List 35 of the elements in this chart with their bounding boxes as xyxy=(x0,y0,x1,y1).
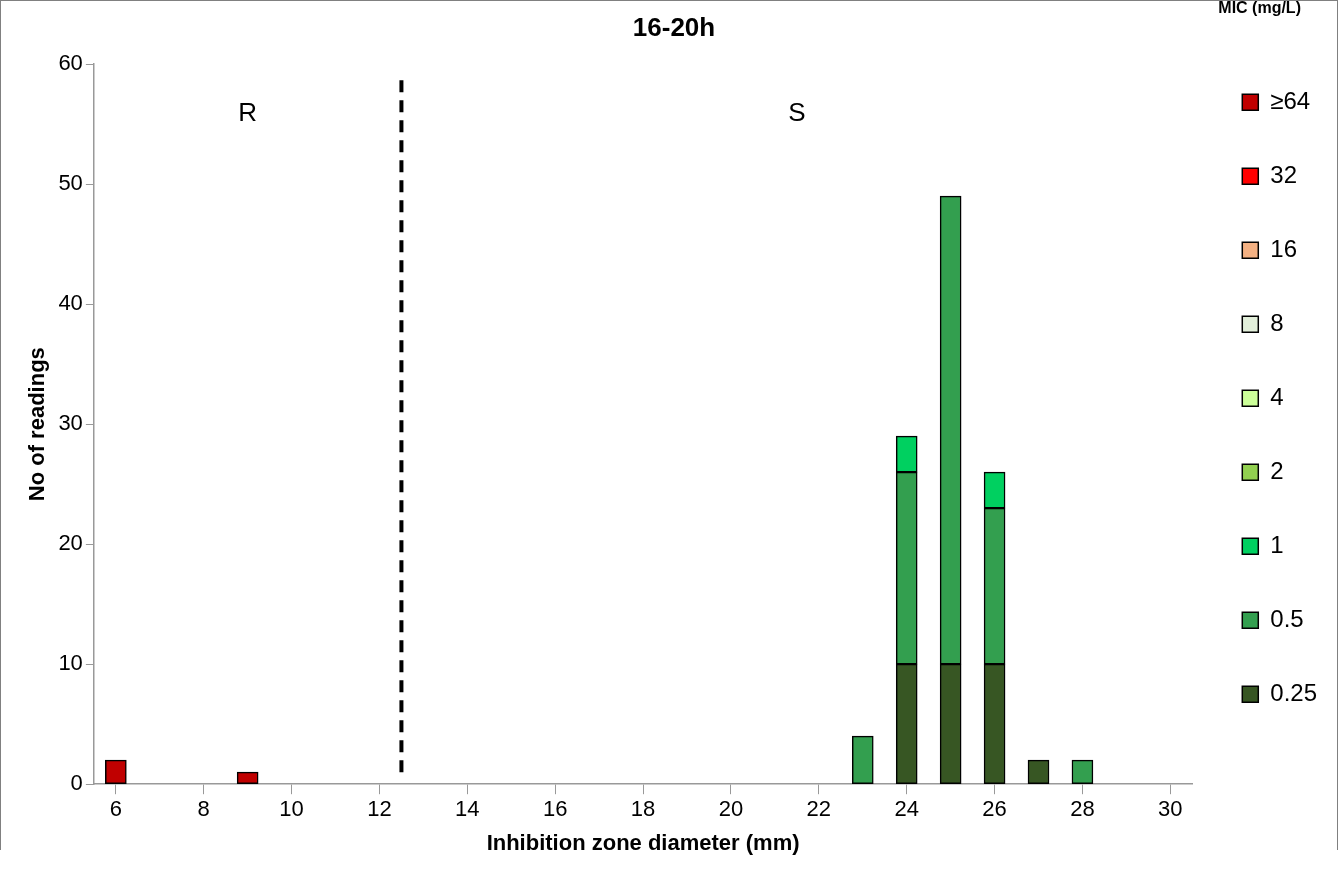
x-tick-label: 14 xyxy=(455,796,480,822)
x-tick-label: 12 xyxy=(367,796,392,822)
x-tick-label: 10 xyxy=(279,796,304,822)
annotation: S xyxy=(788,97,806,128)
chart-title: 16-20h xyxy=(632,11,716,42)
x-tick-label: 20 xyxy=(718,796,744,822)
legend-label: 0.25 xyxy=(1270,678,1318,706)
legend-label: 1 xyxy=(1270,530,1284,558)
y-tick-label: 20 xyxy=(58,530,83,556)
legend-label: 8 xyxy=(1270,308,1284,336)
y-tick-label: 60 xyxy=(58,50,83,76)
x-tick-label: 22 xyxy=(806,796,832,822)
legend-label: 4 xyxy=(1270,382,1284,410)
legend-label: 2 xyxy=(1270,456,1284,484)
y-tick-label: 50 xyxy=(58,170,83,196)
x-tick-label: 6 xyxy=(109,796,122,822)
x-tick-label: 24 xyxy=(894,796,919,822)
x-tick-label: 8 xyxy=(197,796,210,822)
legend-title: MIC (mg/L) xyxy=(1218,0,1301,17)
x-tick-label: 26 xyxy=(982,796,1007,822)
legend-label: 32 xyxy=(1270,160,1297,188)
x-tick-label: 18 xyxy=(630,796,656,822)
legend-label: 0.5 xyxy=(1270,604,1304,632)
legend-label: 16 xyxy=(1270,234,1297,262)
y-tick-label: 30 xyxy=(58,410,83,436)
y-tick-label: 0 xyxy=(70,770,83,796)
x-tick-label: 30 xyxy=(1158,796,1183,822)
x-axis-title: Inhibition zone diameter (mm) xyxy=(486,829,800,855)
x-tick-label: 16 xyxy=(542,796,568,822)
y-axis-title: No of readings xyxy=(24,347,50,502)
y-tick-label: 10 xyxy=(58,650,83,676)
x-tick-label: 28 xyxy=(1070,796,1095,822)
annotation: R xyxy=(238,97,258,128)
legend-label: ≥64 xyxy=(1270,86,1311,114)
y-tick-label: 40 xyxy=(58,290,83,316)
